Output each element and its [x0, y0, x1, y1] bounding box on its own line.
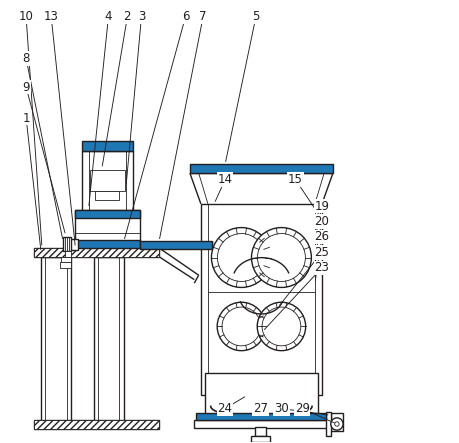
Circle shape: [222, 307, 261, 346]
Text: 1: 1: [22, 112, 30, 124]
Bar: [82, 141, 133, 151]
Circle shape: [331, 418, 343, 430]
Text: 3: 3: [138, 10, 145, 23]
Bar: [60, 262, 72, 268]
Bar: [63, 237, 71, 252]
Text: 24: 24: [218, 402, 233, 415]
Bar: [41, 256, 71, 420]
Text: 20: 20: [314, 215, 330, 228]
Text: 26: 26: [314, 230, 330, 243]
Circle shape: [217, 302, 266, 351]
Bar: [65, 252, 71, 256]
Text: 5: 5: [252, 10, 260, 23]
Text: 29: 29: [295, 402, 310, 415]
Bar: [95, 190, 119, 200]
Text: 19: 19: [314, 200, 330, 213]
Bar: [94, 256, 124, 420]
Circle shape: [218, 233, 265, 281]
Bar: [326, 412, 331, 436]
Bar: [82, 141, 133, 151]
Bar: [74, 240, 140, 248]
Text: 8: 8: [22, 52, 30, 65]
Bar: [140, 241, 213, 249]
Bar: [205, 373, 318, 414]
Bar: [190, 164, 333, 173]
Bar: [194, 420, 329, 427]
Bar: [196, 413, 326, 420]
Text: 14: 14: [218, 173, 233, 186]
Text: 7: 7: [199, 10, 207, 23]
Circle shape: [257, 233, 305, 281]
Text: 23: 23: [314, 261, 330, 274]
Bar: [190, 164, 333, 173]
Circle shape: [262, 307, 301, 346]
Text: 27: 27: [253, 402, 268, 415]
Text: 15: 15: [288, 173, 303, 186]
Circle shape: [257, 302, 306, 351]
Bar: [74, 210, 140, 248]
Text: 25: 25: [314, 246, 330, 259]
Text: 4: 4: [105, 10, 112, 23]
Bar: [74, 210, 140, 218]
Bar: [34, 248, 159, 256]
Bar: [140, 241, 213, 249]
Bar: [251, 436, 270, 442]
Bar: [34, 420, 159, 429]
Text: 30: 30: [274, 402, 289, 415]
Text: 2: 2: [123, 10, 131, 23]
Bar: [74, 240, 140, 248]
Bar: [82, 151, 133, 210]
Text: 9: 9: [22, 81, 30, 94]
Text: 13: 13: [44, 10, 59, 23]
Circle shape: [335, 422, 339, 426]
Bar: [70, 239, 78, 250]
Circle shape: [252, 228, 311, 288]
Bar: [62, 256, 71, 262]
Bar: [34, 248, 159, 256]
Circle shape: [212, 228, 271, 288]
Bar: [74, 210, 140, 218]
Bar: [331, 413, 343, 431]
Bar: [90, 170, 125, 190]
Bar: [34, 420, 159, 429]
Text: 6: 6: [182, 10, 189, 23]
Bar: [196, 413, 326, 420]
Text: 10: 10: [19, 10, 34, 23]
Bar: [255, 427, 266, 436]
Bar: [201, 204, 322, 396]
